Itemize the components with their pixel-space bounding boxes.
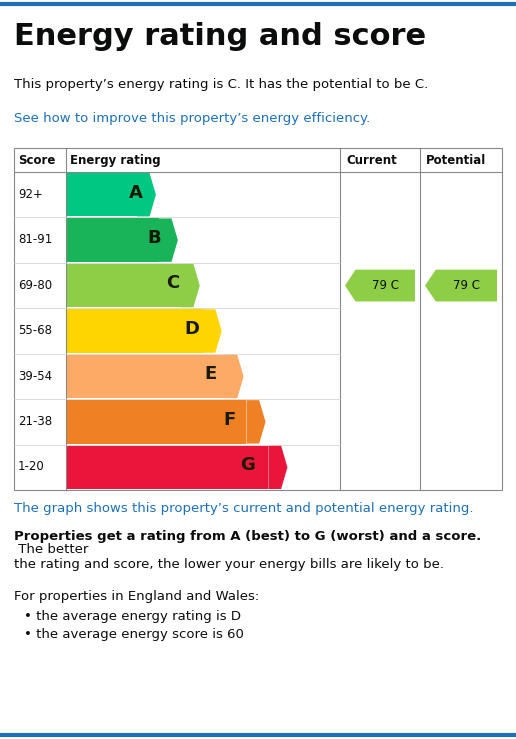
- Text: Energy rating: Energy rating: [70, 154, 160, 167]
- Text: G: G: [240, 456, 255, 474]
- Text: • the average energy rating is D: • the average energy rating is D: [24, 610, 241, 623]
- Text: 1-20: 1-20: [18, 460, 45, 474]
- Text: 79 C: 79 C: [372, 279, 399, 292]
- Text: This property’s energy rating is C. It has the potential to be C.: This property’s energy rating is C. It h…: [14, 78, 428, 91]
- Text: The graph shows this property’s current and potential energy rating.: The graph shows this property’s current …: [14, 502, 474, 515]
- Text: • the average energy score is 60: • the average energy score is 60: [24, 628, 244, 641]
- Text: E: E: [204, 365, 217, 384]
- Text: 21-38: 21-38: [18, 415, 52, 428]
- Text: 92+: 92+: [18, 188, 43, 201]
- Text: 55-68: 55-68: [18, 324, 52, 337]
- Text: D: D: [184, 320, 199, 338]
- Text: Current: Current: [346, 154, 397, 167]
- Text: Properties get a rating from A (best) to G (worst) and a score.: Properties get a rating from A (best) to…: [14, 530, 481, 543]
- Text: B: B: [148, 229, 162, 247]
- Text: See how to improve this property’s energy efficiency.: See how to improve this property’s energ…: [14, 112, 370, 125]
- Text: 69-80: 69-80: [18, 279, 52, 292]
- Text: The better
the rating and score, the lower your energy bills are likely to be.: The better the rating and score, the low…: [14, 543, 444, 571]
- Text: A: A: [129, 183, 143, 202]
- Text: For properties in England and Wales:: For properties in England and Wales:: [14, 590, 259, 603]
- Text: Energy rating and score: Energy rating and score: [14, 22, 426, 51]
- Text: 39-54: 39-54: [18, 370, 52, 383]
- Text: F: F: [223, 411, 235, 429]
- Text: C: C: [167, 274, 180, 293]
- Text: Potential: Potential: [426, 154, 486, 167]
- Text: 81-91: 81-91: [18, 234, 52, 246]
- Text: 79 C: 79 C: [453, 279, 480, 292]
- Text: Score: Score: [18, 154, 55, 167]
